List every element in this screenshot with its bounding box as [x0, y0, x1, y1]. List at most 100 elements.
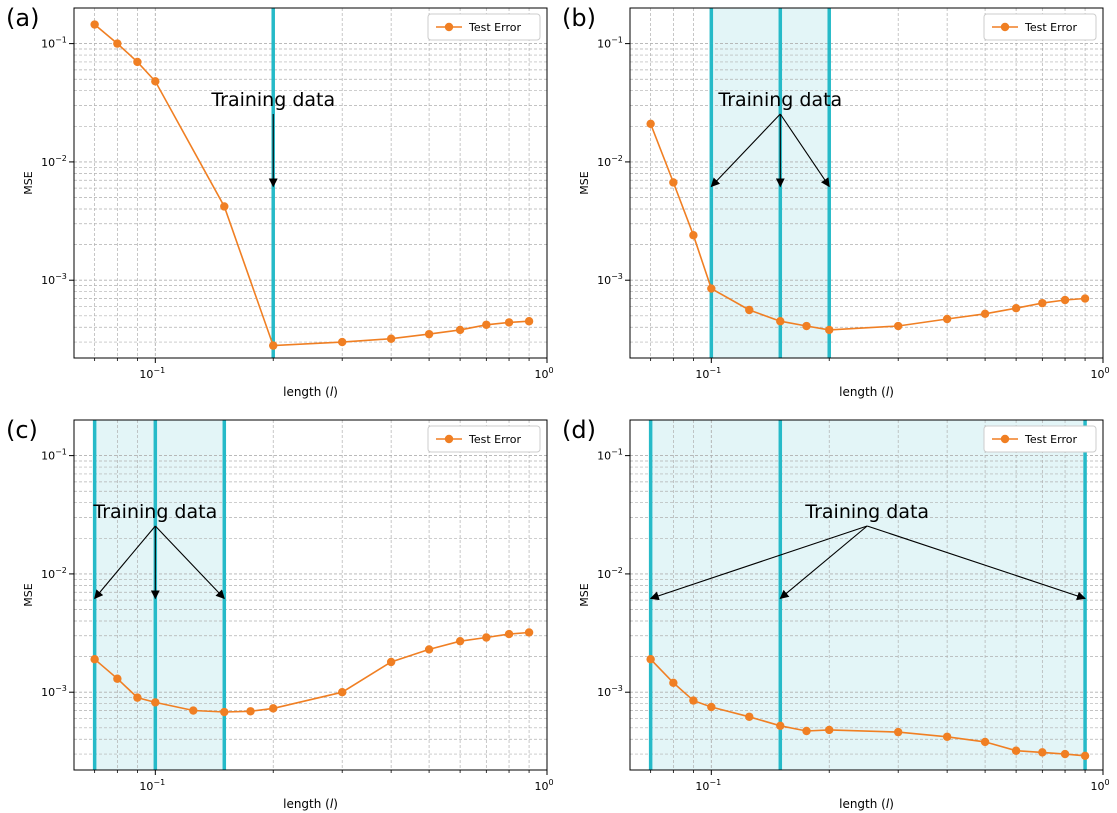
annotation-label: Training data: [804, 501, 929, 523]
data-point: [386, 334, 396, 343]
axes-frame: [73, 419, 548, 771]
y-tick-exponent: −2: [611, 154, 623, 163]
data-point: [893, 727, 903, 737]
x-tick-label: 100: [1090, 366, 1109, 381]
data-point: [745, 305, 754, 315]
data-point: [113, 674, 122, 683]
x-axis-label: length (l): [839, 385, 894, 399]
data-point: [113, 39, 122, 48]
y-tick-label: 10−3: [41, 684, 67, 699]
x-axis-label-prefix: length (: [839, 797, 886, 811]
x-axis-label-suffix: ): [333, 385, 338, 399]
y-tick-label: 10−1: [41, 448, 67, 463]
data-point: [942, 732, 952, 741]
training-band: [711, 8, 830, 358]
data-point: [524, 628, 534, 637]
x-tick-label: 100: [1090, 778, 1109, 793]
annotation-label: Training data: [92, 501, 217, 523]
axes-frame: [629, 419, 1104, 771]
chart-panel-0: Training data 10−1 100 10−3 10−2 10−1 length (…: [6, 4, 554, 399]
annotation-arrow: [867, 525, 1086, 601]
legend-marker: [444, 434, 454, 444]
data-point: [825, 725, 834, 735]
x-axis-label: length (l): [283, 385, 338, 399]
legend-box: [427, 13, 541, 41]
x-axis-label: length (l): [283, 797, 338, 811]
x-tick-label: 10−1: [695, 778, 721, 793]
data-point: [689, 696, 698, 705]
x-axis-label-prefix: length (: [283, 797, 330, 811]
data-point: [424, 329, 434, 339]
data-point: [424, 645, 434, 654]
annotation-label: Training data: [210, 89, 335, 111]
x-tick-exponent: 0: [1104, 778, 1109, 787]
data-point: [707, 702, 716, 712]
x-tick-label: 10−1: [139, 778, 165, 793]
data-point: [90, 20, 99, 29]
chart-panel-2: Training data 10−1 100 10−3 10−2 10−1 length (…: [6, 416, 554, 811]
training-band: [650, 420, 1086, 770]
legend-label: Test Error: [468, 21, 521, 34]
y-tick-label: 10−2: [597, 566, 623, 581]
x-tick-exponent: 0: [1104, 366, 1109, 375]
y-tick-exponent: −3: [55, 272, 67, 281]
y-axis-label: MSE: [22, 171, 35, 194]
data-point: [133, 57, 142, 67]
data-point: [269, 341, 278, 350]
x-tick-label: 10−1: [139, 366, 165, 381]
x-axis-label-variable: l: [330, 797, 334, 811]
annotation-label: Training data: [717, 89, 842, 111]
x-tick-label: 10−1: [695, 366, 721, 381]
data-point: [893, 321, 903, 331]
data-point: [802, 726, 811, 736]
x-axis-label-suffix: ): [889, 385, 894, 399]
data-point: [825, 325, 834, 335]
training-band: [94, 420, 225, 770]
annotation-arrow: [779, 525, 868, 600]
data-point: [1011, 303, 1021, 313]
y-tick-exponent: −1: [55, 448, 67, 457]
data-point: [482, 320, 491, 329]
y-tick-label: 10−1: [41, 36, 67, 51]
data-point: [646, 119, 655, 128]
annotation-arrow: [710, 113, 781, 188]
panel-label: (a): [6, 4, 39, 32]
x-axis-label-prefix: length (: [283, 385, 330, 399]
data-point: [151, 77, 160, 86]
y-tick-exponent: −3: [611, 272, 623, 281]
x-tick-exponent: −1: [709, 778, 721, 787]
x-axis-label-suffix: ): [333, 797, 338, 811]
grid: [630, 420, 1103, 770]
y-tick-label: 10−3: [41, 272, 67, 287]
data-point: [220, 202, 229, 211]
y-tick-exponent: −1: [611, 448, 623, 457]
data-point: [133, 693, 142, 702]
x-tick-exponent: −1: [153, 366, 165, 375]
y-tick-exponent: −1: [55, 36, 67, 45]
legend-label: Test Error: [1024, 21, 1077, 34]
legend-marker: [1000, 22, 1010, 32]
x-tick-exponent: 0: [548, 366, 553, 375]
panel-label: (c): [6, 416, 38, 444]
x-axis-label: length (l): [839, 797, 894, 811]
y-tick-label: 10−1: [597, 448, 623, 463]
y-axis-label: MSE: [578, 583, 591, 606]
data-point: [90, 655, 99, 664]
data-point: [455, 636, 465, 646]
data-point: [220, 707, 229, 717]
data-point: [776, 317, 785, 326]
data-point: [669, 678, 678, 688]
data-point: [776, 721, 785, 731]
y-tick-label: 10−3: [597, 684, 623, 699]
x-tick-exponent: −1: [153, 778, 165, 787]
data-point: [482, 633, 491, 642]
plot-area: [630, 8, 1103, 358]
data-point: [504, 629, 514, 639]
data-point: [151, 698, 160, 707]
x-tick-exponent: −1: [709, 366, 721, 375]
legend-box: [983, 13, 1097, 41]
plot-area: [74, 420, 547, 770]
x-tick-exponent: 0: [548, 778, 553, 787]
data-point: [1080, 294, 1090, 303]
